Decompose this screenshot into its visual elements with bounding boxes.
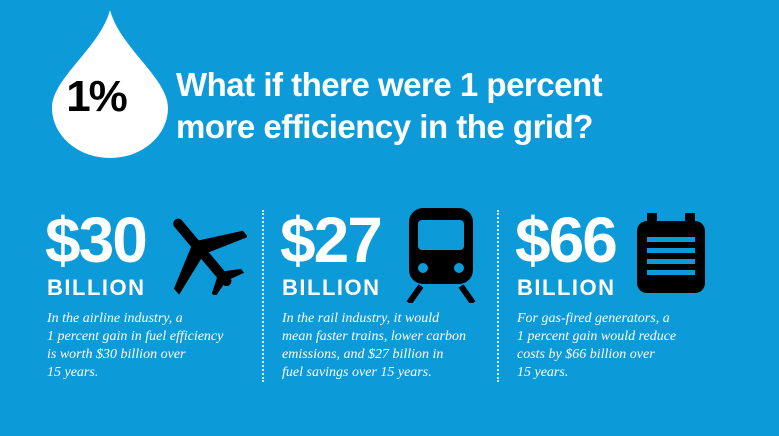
description-line: costs by $66 billion over bbox=[517, 347, 655, 362]
unit: BILLION bbox=[47, 275, 146, 300]
title-line: more efficiency in the grid? bbox=[176, 108, 593, 145]
unit: BILLION bbox=[282, 275, 381, 300]
separator bbox=[262, 210, 264, 382]
description-line: mean faster trains, lower carbon bbox=[282, 329, 466, 344]
description-line: 1 percent gain in fuel efficiency bbox=[47, 329, 224, 344]
title: What if there were 1 percent more efficie… bbox=[176, 64, 603, 148]
badge: 1% bbox=[66, 72, 128, 121]
description-line: 15 years. bbox=[47, 365, 99, 380]
description-line: emissions, and $27 billion in bbox=[282, 347, 444, 362]
description-line: In the airline industry, a bbox=[47, 311, 183, 326]
amount: $27 bbox=[280, 204, 383, 276]
panel: $30 BILLION In the airline industry, a 1 … bbox=[45, 205, 260, 395]
generator-icon bbox=[637, 213, 705, 293]
description-line: For gas-fired generators, a bbox=[517, 311, 670, 326]
title-line: What if there were 1 percent bbox=[176, 66, 603, 103]
description: In the airline industry, a 1 percent gain… bbox=[47, 310, 223, 382]
description-line: fuel savings over 15 years. bbox=[282, 365, 432, 380]
panel: $66 BILLION For gas-fired generators, a 1… bbox=[515, 205, 730, 395]
train-icon bbox=[406, 208, 476, 303]
unit: BILLION bbox=[517, 275, 616, 300]
description-line: is worth $30 billion over bbox=[47, 347, 186, 362]
description-line: 15 years. bbox=[517, 365, 569, 380]
drop-icon bbox=[52, 10, 168, 158]
description: For gas-fired generators, a 1 percent gai… bbox=[517, 310, 676, 382]
amount: $30 bbox=[45, 204, 148, 276]
amount: $66 bbox=[515, 204, 618, 276]
plane-icon bbox=[173, 218, 247, 295]
description-line: 1 percent gain would reduce bbox=[517, 329, 677, 344]
description-line: In the rail industry, it would bbox=[282, 311, 440, 326]
panel: $27 BILLION In the rail industry, it wou… bbox=[280, 205, 495, 395]
separator bbox=[497, 210, 499, 382]
description: In the rail industry, it would mean faste… bbox=[282, 310, 466, 382]
